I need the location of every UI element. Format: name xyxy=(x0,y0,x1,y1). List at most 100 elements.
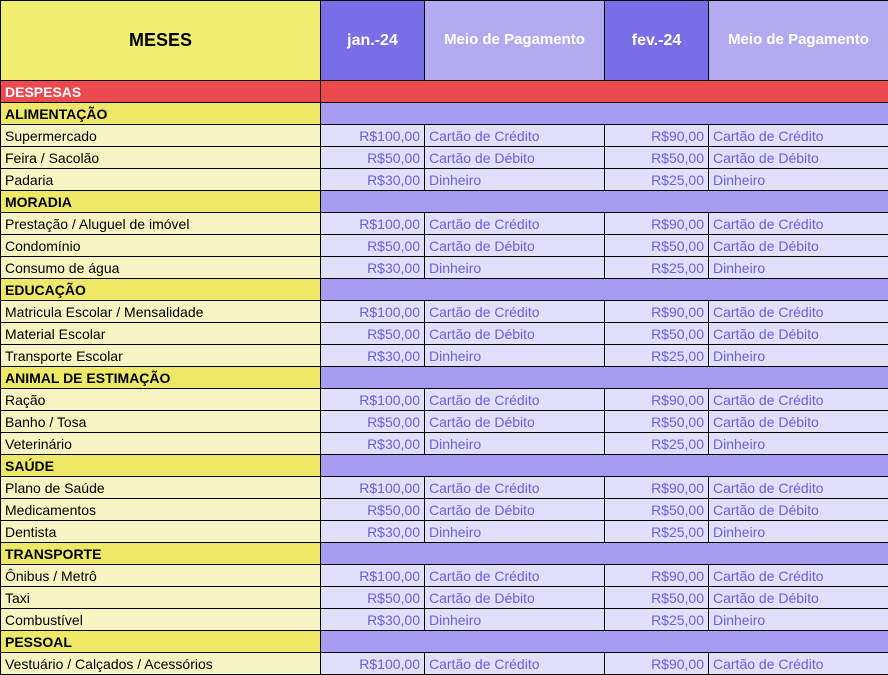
amount-cell[interactable]: R$90,00 xyxy=(605,213,709,235)
amount-cell[interactable]: R$90,00 xyxy=(605,125,709,147)
payment-cell[interactable]: Cartão de Crédito xyxy=(709,565,888,587)
despesas-row: DESPESAS xyxy=(1,81,888,103)
amount-cell[interactable]: R$100,00 xyxy=(321,565,425,587)
amount-cell[interactable]: R$30,00 xyxy=(321,257,425,279)
table-row: Material EscolarR$50,00Cartão de DébitoR… xyxy=(1,323,888,345)
amount-cell[interactable]: R$50,00 xyxy=(321,323,425,345)
amount-cell[interactable]: R$25,00 xyxy=(605,521,709,543)
header-month-jan: jan.-24 xyxy=(321,1,425,81)
amount-cell[interactable]: R$30,00 xyxy=(321,169,425,191)
amount-cell[interactable]: R$25,00 xyxy=(605,257,709,279)
item-label: Supermercado xyxy=(1,125,321,147)
amount-cell[interactable]: R$90,00 xyxy=(605,565,709,587)
table-row: MedicamentosR$50,00Cartão de DébitoR$50,… xyxy=(1,499,888,521)
payment-cell[interactable]: Cartão de Débito xyxy=(425,323,605,345)
payment-cell[interactable]: Cartão de Crédito xyxy=(425,213,605,235)
category-row: ANIMAL DE ESTIMAÇÃO xyxy=(1,367,888,389)
amount-cell[interactable]: R$90,00 xyxy=(605,477,709,499)
payment-cell[interactable]: Cartão de Débito xyxy=(709,499,888,521)
item-label: Combustível xyxy=(1,609,321,631)
amount-cell[interactable]: R$50,00 xyxy=(321,147,425,169)
amount-cell[interactable]: R$50,00 xyxy=(605,147,709,169)
payment-cell[interactable]: Cartão de Crédito xyxy=(709,389,888,411)
amount-cell[interactable]: R$25,00 xyxy=(605,345,709,367)
table-row: Plano de SaúdeR$100,00Cartão de CréditoR… xyxy=(1,477,888,499)
payment-cell[interactable]: Cartão de Débito xyxy=(709,147,888,169)
category-label: TRANSPORTE xyxy=(1,543,321,565)
amount-cell[interactable]: R$30,00 xyxy=(321,521,425,543)
amount-cell[interactable]: R$30,00 xyxy=(321,433,425,455)
payment-cell[interactable]: Dinheiro xyxy=(425,521,605,543)
payment-cell[interactable]: Cartão de Crédito xyxy=(709,301,888,323)
amount-cell[interactable]: R$90,00 xyxy=(605,653,709,675)
amount-cell[interactable]: R$30,00 xyxy=(321,345,425,367)
category-row: ALIMENTAÇÃO xyxy=(1,103,888,125)
payment-cell[interactable]: Cartão de Crédito xyxy=(709,213,888,235)
amount-cell[interactable]: R$25,00 xyxy=(605,433,709,455)
amount-cell[interactable]: R$50,00 xyxy=(321,411,425,433)
payment-cell[interactable]: Dinheiro xyxy=(709,169,888,191)
amount-cell[interactable]: R$100,00 xyxy=(321,653,425,675)
payment-cell[interactable]: Cartão de Crédito xyxy=(425,389,605,411)
amount-cell[interactable]: R$90,00 xyxy=(605,301,709,323)
payment-cell[interactable]: Dinheiro xyxy=(709,433,888,455)
amount-cell[interactable]: R$100,00 xyxy=(321,125,425,147)
amount-cell[interactable]: R$100,00 xyxy=(321,301,425,323)
payment-cell[interactable]: Cartão de Crédito xyxy=(425,301,605,323)
payment-cell[interactable]: Cartão de Débito xyxy=(709,587,888,609)
payment-cell[interactable]: Dinheiro xyxy=(425,169,605,191)
item-label: Consumo de água xyxy=(1,257,321,279)
payment-cell[interactable]: Cartão de Débito xyxy=(425,499,605,521)
payment-cell[interactable]: Cartão de Débito xyxy=(425,587,605,609)
payment-cell[interactable]: Cartão de Débito xyxy=(709,235,888,257)
amount-cell[interactable]: R$90,00 xyxy=(605,389,709,411)
payment-cell[interactable]: Cartão de Débito xyxy=(425,235,605,257)
payment-cell[interactable]: Cartão de Crédito xyxy=(709,653,888,675)
amount-cell[interactable]: R$50,00 xyxy=(605,411,709,433)
amount-cell[interactable]: R$50,00 xyxy=(605,499,709,521)
payment-cell[interactable]: Cartão de Crédito xyxy=(709,477,888,499)
item-label: Material Escolar xyxy=(1,323,321,345)
category-label: PESSOAL xyxy=(1,631,321,653)
amount-cell[interactable]: R$100,00 xyxy=(321,389,425,411)
payment-cell[interactable]: Cartão de Crédito xyxy=(425,125,605,147)
table-row: DentistaR$30,00DinheiroR$25,00Dinheiro xyxy=(1,521,888,543)
payment-cell[interactable]: Dinheiro xyxy=(425,257,605,279)
payment-cell[interactable]: Cartão de Débito xyxy=(709,411,888,433)
amount-cell[interactable]: R$50,00 xyxy=(321,499,425,521)
amount-cell[interactable]: R$30,00 xyxy=(321,609,425,631)
category-bar xyxy=(321,455,888,477)
table-row: Matricula Escolar / MensalidadeR$100,00C… xyxy=(1,301,888,323)
amount-cell[interactable]: R$50,00 xyxy=(605,235,709,257)
amount-cell[interactable]: R$25,00 xyxy=(605,609,709,631)
category-bar xyxy=(321,543,888,565)
amount-cell[interactable]: R$50,00 xyxy=(321,235,425,257)
payment-cell[interactable]: Dinheiro xyxy=(709,609,888,631)
table-row: Transporte EscolarR$30,00DinheiroR$25,00… xyxy=(1,345,888,367)
payment-cell[interactable]: Dinheiro xyxy=(425,433,605,455)
item-label: Condomínio xyxy=(1,235,321,257)
amount-cell[interactable]: R$25,00 xyxy=(605,169,709,191)
payment-cell[interactable]: Dinheiro xyxy=(425,345,605,367)
payment-cell[interactable]: Dinheiro xyxy=(709,345,888,367)
category-label: EDUCAÇÃO xyxy=(1,279,321,301)
amount-cell[interactable]: R$100,00 xyxy=(321,477,425,499)
payment-cell[interactable]: Cartão de Crédito xyxy=(425,565,605,587)
payment-cell[interactable]: Dinheiro xyxy=(709,257,888,279)
amount-cell[interactable]: R$50,00 xyxy=(605,587,709,609)
payment-cell[interactable]: Cartão de Débito xyxy=(709,323,888,345)
category-row: EDUCAÇÃO xyxy=(1,279,888,301)
payment-cell[interactable]: Cartão de Crédito xyxy=(709,125,888,147)
item-label: Feira / Sacolão xyxy=(1,147,321,169)
payment-cell[interactable]: Cartão de Crédito xyxy=(425,653,605,675)
payment-cell[interactable]: Dinheiro xyxy=(709,521,888,543)
payment-cell[interactable]: Cartão de Débito xyxy=(425,147,605,169)
amount-cell[interactable]: R$50,00 xyxy=(605,323,709,345)
item-label: Ônibus / Metrô xyxy=(1,565,321,587)
payment-cell[interactable]: Cartão de Crédito xyxy=(425,477,605,499)
item-label: Plano de Saúde xyxy=(1,477,321,499)
amount-cell[interactable]: R$100,00 xyxy=(321,213,425,235)
payment-cell[interactable]: Cartão de Débito xyxy=(425,411,605,433)
amount-cell[interactable]: R$50,00 xyxy=(321,587,425,609)
payment-cell[interactable]: Dinheiro xyxy=(425,609,605,631)
